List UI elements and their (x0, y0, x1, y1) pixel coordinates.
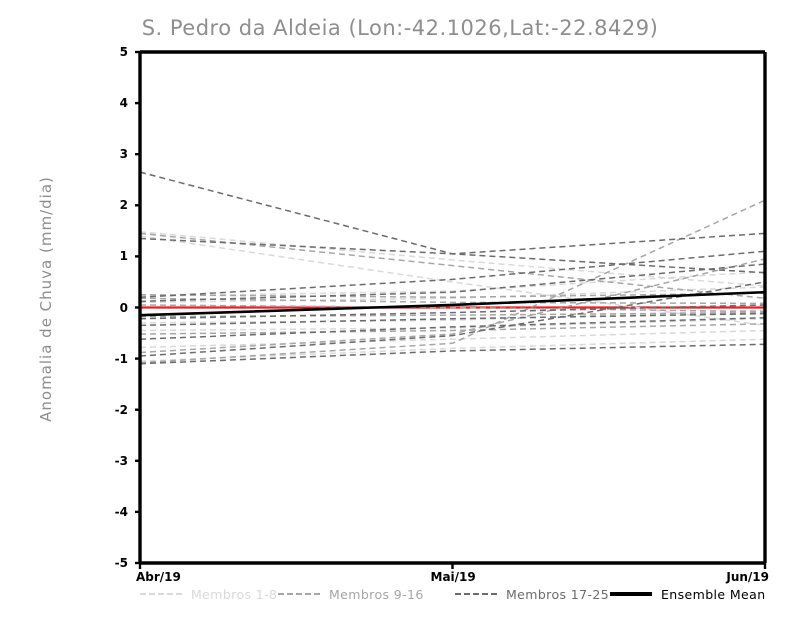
y-tick-label: 3 (119, 147, 128, 162)
legend-line-icon (140, 593, 182, 595)
y-tick-label: 0 (119, 300, 128, 315)
y-tick-label: -5 (114, 556, 128, 570)
member-line (140, 304, 765, 313)
member-line (140, 250, 765, 299)
member-line (140, 323, 765, 335)
x-tick-label: Mai/19 (430, 570, 476, 584)
member-line (140, 199, 765, 364)
y-tick-label: 1 (119, 249, 128, 264)
x-tick-label: Jun/19 (726, 570, 769, 584)
legend-label: Membros 9-16 (329, 586, 424, 602)
y-tick-label: 5 (119, 45, 128, 59)
page-title: S. Pedro da Aldeia (Lon:-42.1026,Lat:-22… (141, 16, 659, 40)
legend-item[interactable]: Membros 17-25 (455, 585, 609, 603)
member-line (140, 329, 765, 349)
y-tick-label: -2 (114, 402, 128, 417)
series-group (140, 171, 765, 365)
legend-label: Membros 17-25 (506, 586, 610, 602)
y-tick-label: 2 (119, 198, 128, 213)
member-line (140, 286, 765, 304)
legend-label: Membros 1-8 (191, 586, 278, 602)
member-line (140, 343, 765, 365)
y-axis-label: Anomalia de Chuva (mm/dia) (37, 176, 55, 422)
ensemble-mean-line (140, 290, 765, 317)
y-tick-label: 4 (119, 96, 128, 111)
legend-line-icon (610, 592, 652, 596)
x-tick-label: Abr/19 (136, 570, 181, 584)
member-line (140, 304, 765, 320)
chart-legend: Membros 1-8 Membros 9-16 Membros 17-25 Ense… (0, 585, 800, 605)
member-line (140, 235, 765, 327)
y-tick-label: -1 (114, 351, 128, 366)
member-line (140, 281, 765, 357)
legend-line-icon (278, 593, 320, 595)
member-line (140, 232, 765, 255)
member-line (140, 231, 765, 287)
legend-line-icon (455, 593, 497, 595)
member-line (140, 316, 765, 340)
member-line (140, 171, 765, 274)
legend-item[interactable]: Membros 9-16 (278, 585, 424, 603)
member-line (140, 317, 765, 332)
legend-item[interactable]: Membros 1-8 (140, 585, 277, 603)
member-line (140, 292, 765, 299)
legend-label: Ensemble Mean (661, 586, 766, 602)
y-tick-label: -4 (114, 504, 128, 519)
member-line (140, 297, 765, 305)
member-line (140, 270, 765, 298)
member-line (140, 312, 765, 327)
legend-item[interactable]: Ensemble Mean (610, 585, 766, 603)
member-line (140, 263, 765, 303)
y-tick-label: -3 (114, 453, 128, 468)
member-line (140, 258, 765, 354)
